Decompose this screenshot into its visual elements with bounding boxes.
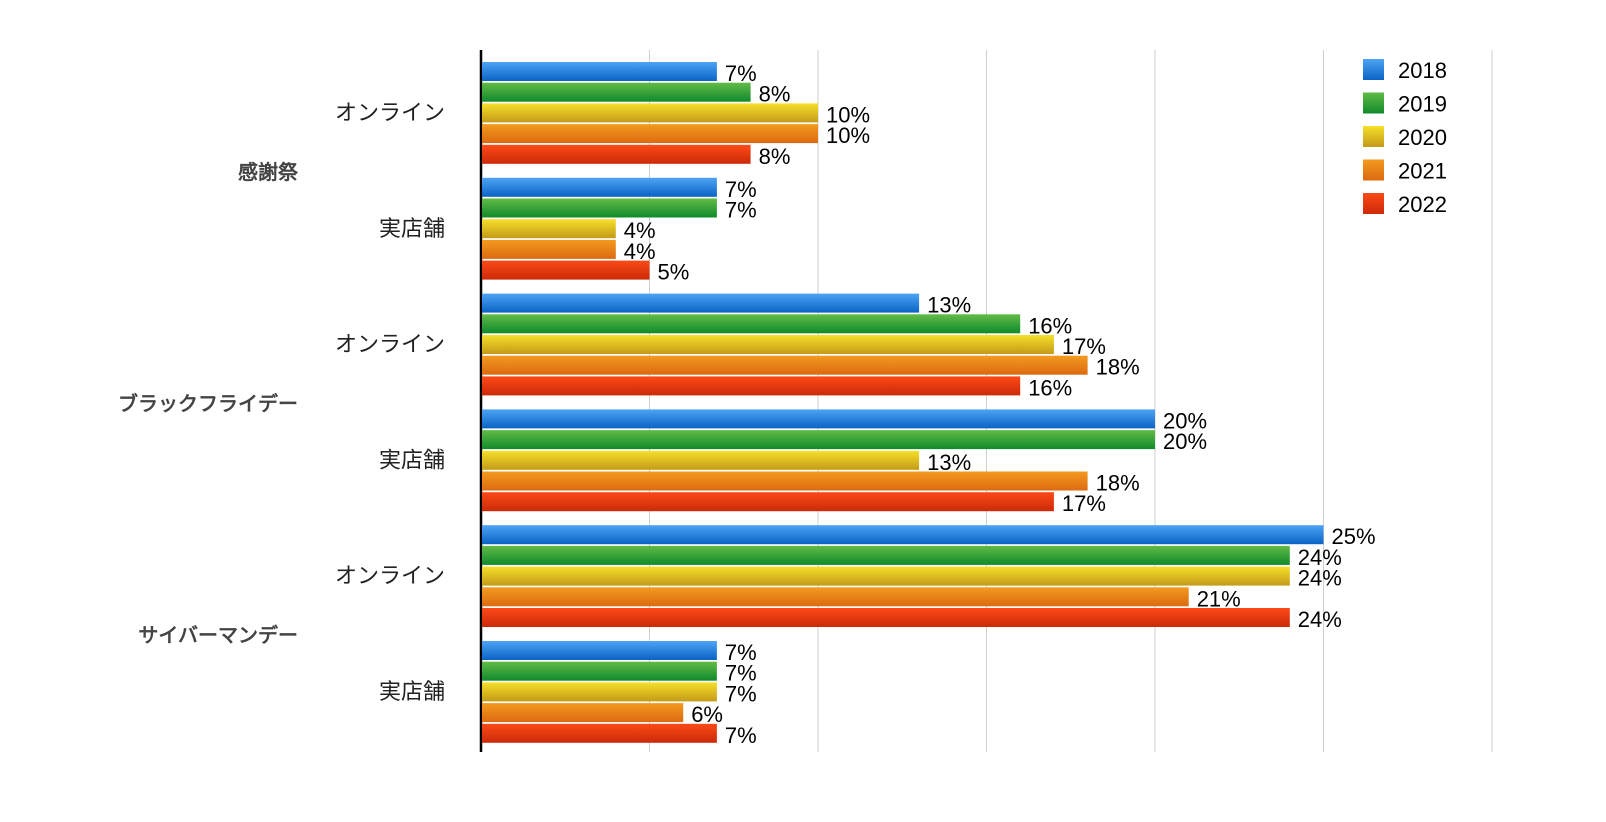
subcategory-label: 実店舗 (379, 679, 445, 704)
bar-2020 (482, 450, 920, 470)
data-label: 6% (691, 702, 723, 727)
labels: 7%8%10%10%8%オンライン7%7%4%4%5%実店舗感謝祭13%16%1… (118, 61, 1376, 748)
data-label: 4% (624, 218, 656, 243)
legend-swatch-2019 (1363, 92, 1384, 114)
bar-2021 (482, 124, 818, 144)
legend-swatch-2022 (1363, 193, 1384, 214)
subcategory-label: オンライン (335, 332, 445, 357)
bar-2020 (482, 566, 1290, 586)
data-label: 20% (1163, 408, 1207, 433)
bar-2021 (482, 355, 1088, 375)
bar-2020 (482, 682, 717, 702)
data-label: 25% (1332, 524, 1376, 549)
data-label: 17% (1062, 491, 1106, 516)
data-label: 24% (1298, 545, 1342, 570)
legend-label-2018: 2018 (1398, 58, 1447, 83)
bar-2019 (482, 314, 1021, 334)
bar-2022 (482, 723, 717, 743)
bar-2021 (482, 587, 1189, 607)
bar-2019 (482, 545, 1290, 565)
bar-2018 (482, 525, 1324, 545)
legend: 2018 2019 2020 2021 2022 (1363, 58, 1447, 217)
group-label: ブラックフライデー (118, 391, 298, 415)
data-label: 7% (725, 177, 757, 202)
bar-2021 (482, 471, 1088, 491)
data-label: 17% (1062, 334, 1106, 359)
bar-2021 (482, 703, 684, 723)
bar-2018 (482, 62, 717, 81)
data-label: 24% (1298, 566, 1342, 591)
subcategory-label: 実店舗 (379, 447, 445, 472)
subcategory-label: オンライン (335, 100, 445, 125)
bar-2021 (482, 239, 616, 259)
bar-2018 (482, 641, 717, 660)
bar-2019 (482, 430, 1155, 450)
legend-label-2022: 2022 (1398, 192, 1447, 217)
data-label: 7% (725, 640, 757, 665)
legend-label-2019: 2019 (1398, 92, 1447, 117)
bar-2022 (482, 608, 1290, 627)
data-label: 13% (927, 450, 971, 475)
bar-2022 (482, 144, 751, 164)
data-label: 7% (725, 723, 757, 748)
data-label: 13% (927, 293, 971, 318)
group-label: 感謝祭 (238, 160, 299, 184)
bar-2018 (482, 409, 1155, 429)
bar-2019 (482, 661, 717, 681)
legend-swatch-2020 (1363, 126, 1384, 147)
data-label: 8% (759, 144, 791, 169)
legend-label-2020: 2020 (1398, 125, 1447, 150)
data-label: 7% (725, 61, 757, 86)
bar-2020 (482, 219, 616, 239)
data-label: 18% (1096, 471, 1140, 496)
bar-2018 (482, 177, 717, 197)
data-label: 16% (1028, 375, 1072, 400)
bar-2019 (482, 198, 717, 218)
data-label: 7% (725, 661, 757, 686)
bar-2020 (482, 335, 1054, 354)
data-label: 20% (1163, 429, 1207, 454)
data-label: 24% (1298, 607, 1342, 632)
bar-2019 (482, 82, 751, 102)
legend-label-2021: 2021 (1398, 159, 1447, 184)
data-label: 16% (1028, 313, 1072, 338)
data-label: 8% (759, 82, 791, 107)
data-label: 7% (725, 198, 757, 223)
gridlines (479, 50, 1493, 752)
data-label: 5% (658, 260, 690, 285)
bar-2022 (482, 376, 1021, 396)
data-label: 21% (1197, 586, 1241, 611)
bars (482, 62, 1324, 743)
group-label: サイバーマンデー (138, 623, 298, 647)
bar-2022 (482, 492, 1054, 512)
subcategory-label: オンライン (335, 563, 445, 588)
data-label: 7% (725, 681, 757, 706)
data-label: 10% (826, 123, 870, 148)
legend-swatch-2018 (1363, 59, 1384, 80)
bar-2020 (482, 103, 818, 123)
bar-2022 (482, 260, 650, 280)
data-label: 18% (1096, 355, 1140, 380)
data-label: 10% (826, 102, 870, 127)
bar-2018 (482, 293, 920, 313)
subcategory-label: 実店舗 (379, 216, 445, 241)
data-label: 4% (624, 239, 656, 264)
legend-swatch-2021 (1363, 159, 1384, 181)
